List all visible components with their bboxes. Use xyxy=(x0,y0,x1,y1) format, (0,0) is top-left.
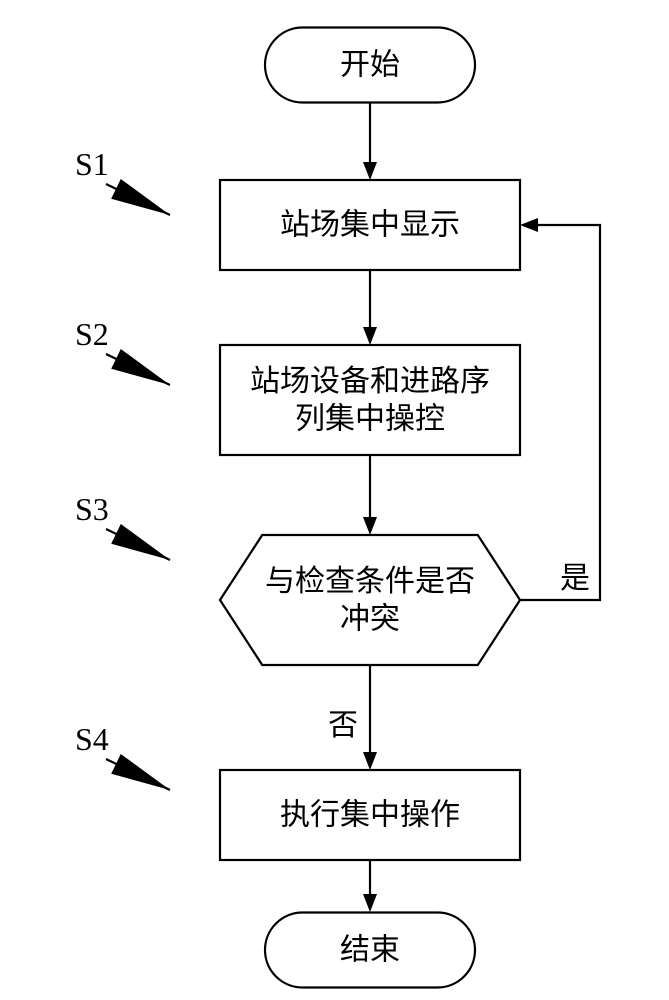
node-end-label: 结束 xyxy=(340,934,400,967)
node-s3 xyxy=(220,535,520,665)
node-s2-label: 列集中操控 xyxy=(295,402,445,435)
arrowhead xyxy=(363,752,377,770)
step-marker-arrowhead xyxy=(111,754,170,790)
step-marker-arrowhead xyxy=(111,349,170,385)
flowchart-canvas: 开始站场集中显示站场设备和进路序列集中操控与检查条件是否冲突执行集中操作结束 否 是… xyxy=(0,0,669,1000)
node-s2-label: 站场设备和进路序 xyxy=(250,365,490,398)
arrowhead xyxy=(363,162,377,180)
edge-loop xyxy=(520,225,600,600)
node-s1-label: 站场集中显示 xyxy=(280,209,460,242)
node-start-label: 开始 xyxy=(340,49,400,82)
step-marker-arrowhead xyxy=(111,179,170,215)
arrowhead xyxy=(363,894,377,912)
step-label-s2: S2 xyxy=(75,316,109,352)
step-label-s3: S3 xyxy=(75,491,109,527)
arrowhead xyxy=(363,327,377,345)
step-label-s1: S1 xyxy=(75,146,109,182)
node-s2 xyxy=(220,345,520,455)
edge-3-label: 否 xyxy=(328,709,358,742)
edge-loop-label: 是 xyxy=(560,562,590,595)
node-s3-label: 与检查条件是否 xyxy=(265,565,475,598)
step-marker-arrowhead xyxy=(111,524,170,560)
node-s3-label: 冲突 xyxy=(340,602,400,635)
arrowhead xyxy=(520,218,538,232)
node-s4-label: 执行集中操作 xyxy=(280,799,460,832)
arrowhead xyxy=(363,517,377,535)
step-label-s4: S4 xyxy=(75,721,109,757)
